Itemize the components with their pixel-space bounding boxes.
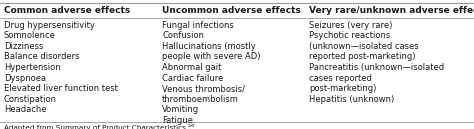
Text: Very rare/unknown adverse effects: Very rare/unknown adverse effects	[309, 6, 474, 15]
Text: Dyspnoea: Dyspnoea	[4, 74, 46, 83]
Text: Adapted from Summary of Product Characteristics.²⁶: Adapted from Summary of Product Characte…	[4, 124, 194, 129]
Text: Abnormal gait: Abnormal gait	[162, 63, 221, 72]
Text: Hypertension: Hypertension	[4, 63, 60, 72]
Text: Common adverse effects: Common adverse effects	[4, 6, 130, 15]
Text: reported post-marketing): reported post-marketing)	[309, 52, 416, 61]
Text: Uncommon adverse effects: Uncommon adverse effects	[162, 6, 301, 15]
Text: Seizures (very rare): Seizures (very rare)	[309, 21, 392, 30]
Text: cases reported: cases reported	[309, 74, 372, 83]
Text: post-marketing): post-marketing)	[309, 84, 376, 93]
Text: Pancreatitis (unknown—isolated: Pancreatitis (unknown—isolated	[309, 63, 444, 72]
Text: Venous thrombosis/: Venous thrombosis/	[162, 84, 245, 93]
Text: Constipation: Constipation	[4, 95, 57, 104]
Text: Fungal infections: Fungal infections	[162, 21, 234, 30]
Text: Confusion: Confusion	[162, 31, 204, 40]
Text: Cardiac failure: Cardiac failure	[162, 74, 223, 83]
Text: (unknown—isolated cases: (unknown—isolated cases	[309, 42, 419, 51]
Text: Drug hypersensitivity: Drug hypersensitivity	[4, 21, 95, 30]
Text: Vomiting: Vomiting	[162, 105, 199, 114]
Text: Hallucinations (mostly: Hallucinations (mostly	[162, 42, 256, 51]
Text: Dizziness: Dizziness	[4, 42, 43, 51]
Text: Balance disorders: Balance disorders	[4, 52, 79, 61]
Text: thromboembolism: thromboembolism	[162, 95, 239, 104]
Text: Somnolence: Somnolence	[4, 31, 55, 40]
Text: Elevated liver function test: Elevated liver function test	[4, 84, 118, 93]
Text: Psychotic reactions: Psychotic reactions	[309, 31, 390, 40]
Text: Headache: Headache	[4, 105, 46, 114]
Text: Hepatitis (unknown): Hepatitis (unknown)	[309, 95, 394, 104]
Text: Fatigue: Fatigue	[162, 116, 193, 125]
Text: people with severe AD): people with severe AD)	[162, 52, 261, 61]
